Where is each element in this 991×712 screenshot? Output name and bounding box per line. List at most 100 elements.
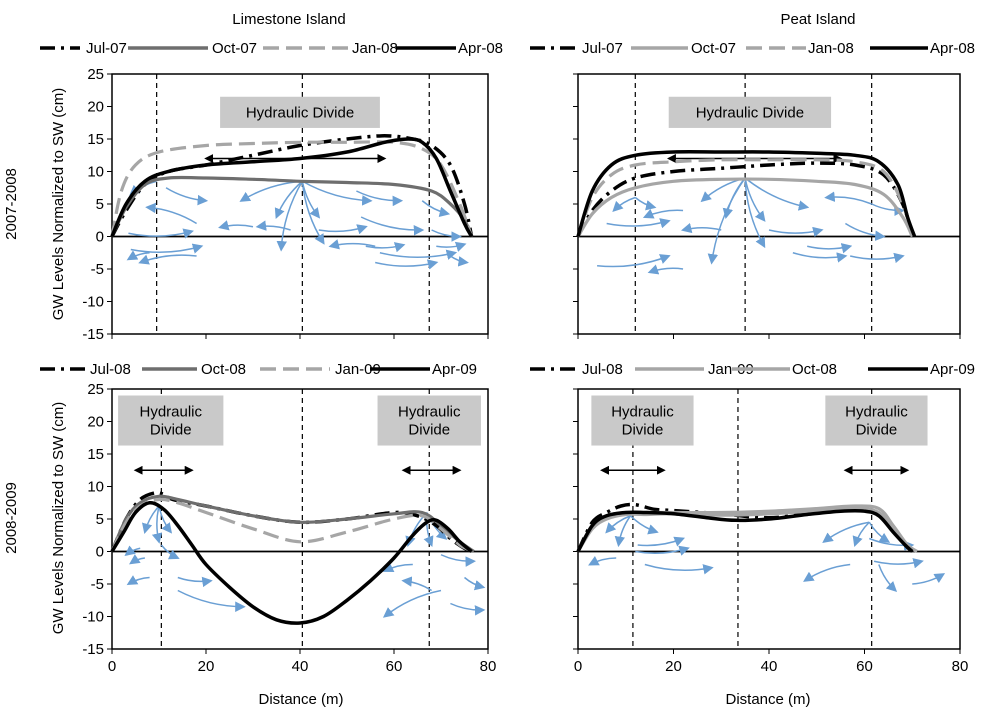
flow-arrow — [844, 222, 886, 241]
legend-label: Apr-09 — [930, 361, 975, 378]
flow-arrow — [612, 196, 636, 212]
hydraulic-divide-box — [591, 395, 694, 446]
series-line-oct-07 — [576, 177, 914, 238]
flow-arrow — [124, 545, 141, 557]
flow-arrow — [436, 241, 467, 252]
labels-layer: Limestone Island Peat Island 2007-2008 2… — [3, 11, 856, 708]
x-tick-label: 60 — [386, 658, 403, 675]
flow-arrow — [126, 575, 150, 586]
x-tick-label: 40 — [761, 658, 778, 675]
flow-arrow — [700, 177, 746, 203]
flow-arrow — [647, 264, 684, 275]
legend-peat-2007-2008: Jul-07 Oct-07 Jan-08 Apr-08 — [530, 40, 975, 57]
legend-limestone-2008-2009: Jul-08 Oct-08 Jan-09 Apr-09 — [40, 361, 477, 378]
legend-label: Apr-08 — [458, 40, 503, 57]
flow-arrow — [274, 180, 303, 219]
x-axis-label-left: Distance (m) — [258, 691, 343, 708]
flow-arrow — [792, 252, 848, 263]
flow-arrow — [276, 180, 303, 252]
y-tick-label: 10 — [87, 164, 104, 181]
flow-arrow — [365, 242, 406, 253]
y-tick-label: 15 — [87, 131, 104, 148]
series-line-apr-09 — [576, 508, 914, 553]
series-line-jan-08 — [576, 158, 914, 238]
flow-arrow — [382, 589, 442, 618]
legend-peat-2008-2009: Jul-08 Jan-09 Oct-08 Apr-09 — [530, 361, 975, 378]
hydraulic-divide-box — [825, 395, 928, 446]
flow-arrow — [158, 505, 173, 534]
series-line-oct-08 — [110, 494, 475, 553]
x-tick-label: 60 — [856, 658, 873, 675]
legend-label: Jul-07 — [582, 40, 623, 57]
col-title-limestone: Limestone Island — [232, 11, 345, 28]
hydraulic-divide-label: Hydraulic — [845, 404, 908, 421]
flow-arrow — [873, 558, 924, 569]
x-tick-label: 40 — [292, 658, 309, 675]
y-tick-label: 10 — [87, 479, 104, 496]
y-tick-label: 5 — [96, 511, 104, 528]
legend-label: Apr-09 — [432, 361, 477, 378]
flow-arrow — [629, 515, 659, 535]
legend-label: Jul-08 — [90, 361, 131, 378]
legend-label: Jul-08 — [582, 361, 623, 378]
y-tick-label: 20 — [87, 99, 104, 116]
flow-arrow — [360, 216, 425, 236]
flow-arrow — [401, 576, 433, 592]
flow-arrow — [824, 191, 872, 205]
flow-arrow — [421, 200, 451, 217]
series-line-apr-08 — [576, 150, 917, 238]
flow-arrow — [912, 573, 946, 585]
flow-arrow — [634, 196, 657, 211]
x-tick-label: 0 — [574, 658, 582, 675]
flow-arrow — [130, 243, 204, 254]
y-tick-label: 25 — [87, 66, 104, 83]
flow-arrow — [129, 554, 145, 565]
legend-label: Oct-08 — [201, 361, 246, 378]
flow-arrow — [126, 250, 150, 261]
x-tick-label: 20 — [198, 658, 215, 675]
x-tick-label: 80 — [480, 658, 497, 675]
y-tick-label: 25 — [87, 381, 104, 398]
flow-arrow — [614, 515, 632, 548]
flow-arrow — [768, 226, 824, 238]
col-title-peat: Peat Island — [780, 11, 855, 28]
y-tick-label: -15 — [82, 641, 104, 658]
flow-arrow — [822, 521, 870, 544]
legend-label: Jan-09 — [335, 361, 381, 378]
y-tick-label: -5 — [91, 576, 104, 593]
flow-arrow — [605, 515, 631, 534]
flow-arrow — [744, 177, 810, 211]
x-axis-label-right: Distance (m) — [725, 691, 810, 708]
flow-arrow — [301, 181, 325, 245]
legend-label: Jan-08 — [808, 40, 854, 57]
flow-arrow — [644, 563, 714, 575]
legend-label: Oct-07 — [691, 40, 736, 57]
legend-label: Oct-07 — [212, 40, 257, 57]
y-tick-label: -5 — [91, 261, 104, 278]
flow-arrow — [301, 180, 373, 206]
hydraulic-divide-box — [220, 96, 380, 128]
y-tick-label: -10 — [82, 609, 104, 626]
flow-arrow — [681, 222, 722, 234]
flow-arrow — [218, 220, 254, 231]
flow-arrow — [431, 229, 462, 242]
panel-limestone-2007-2008: 25 20 15 10 5 0 -5 -10 -15 Hydraulic Divide — [82, 66, 489, 343]
y-axis-label-top: GW Levels Normalized to SW (cm) — [50, 88, 67, 321]
row-label-2008-2009: 2008-2009 — [3, 482, 20, 554]
flow-arrow — [318, 224, 368, 235]
legend-label: Jul-07 — [86, 40, 127, 57]
y-tick-label: 20 — [87, 414, 104, 431]
flow-arrow — [642, 208, 684, 219]
hydraulic-divide-label: Hydraulic Divide — [696, 104, 804, 121]
flow-arrow — [128, 228, 194, 239]
legend-label: Apr-08 — [930, 40, 975, 57]
flow-arrow — [177, 589, 246, 612]
legend-limestone-2007-2008: Jul-07 Oct-07 Jan-08 Apr-08 — [40, 40, 503, 57]
flow-arrow — [807, 243, 853, 254]
y-tick-label: 0 — [96, 544, 104, 561]
flow-arrow — [328, 239, 376, 250]
flow-arrow — [606, 218, 671, 229]
y-tick-label: 0 — [96, 229, 104, 246]
